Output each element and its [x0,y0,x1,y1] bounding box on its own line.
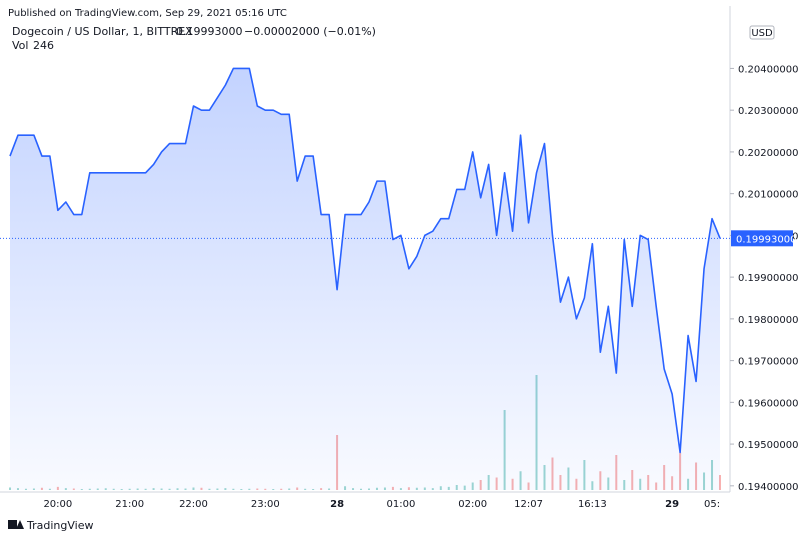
logo-mark [16,520,24,529]
x-tick-label: 22:00 [179,499,208,510]
currency: USD [751,28,773,39]
y-tick-label: 0.20300000 [738,106,798,117]
legend-change: −0.00002000 (−0.01%) [244,25,376,38]
logo-mark [8,520,17,529]
area-fill [10,68,720,491]
x-tick-label: 29 [665,499,679,510]
y-tick-label: 0.20200000 [738,148,798,159]
symbol-title: Dogecoin / US Dollar, 1, BITTREX [12,25,193,38]
y-tick-label: 0.19700000 [738,357,798,368]
y-tick-label: 0.19600000 [738,398,798,409]
x-tick-label: 02:00 [458,499,487,510]
brand: TradingView [26,519,93,532]
y-tick-label: 0.19400000 [738,482,798,493]
y-tick-label: 0.20100000 [738,190,798,201]
published: Published on TradingView.com, Sep 29, 20… [8,8,287,19]
y-tick-label: 0.19800000 [738,315,798,326]
y-tick-label: 0.20400000 [738,64,798,75]
x-tick-label: 01:00 [386,499,415,510]
x-tick-label: 23:00 [251,499,280,510]
last-price-label: 0.19993000 [736,234,796,245]
volume-label: Vol [12,39,28,52]
y-tick-label: 0.19500000 [738,440,798,451]
y-tick-label: 0.19900000 [738,273,798,284]
x-tick-label: 21:00 [115,499,144,510]
logo [8,520,24,529]
plot [9,67,721,491]
currency-box [749,25,775,40]
legend-price: 0.19993000 [176,25,242,38]
last-price-box [731,230,793,247]
x-tick-label: 20:00 [43,499,72,510]
volume-value: 246 [33,39,54,52]
x-tick-label: 12:07 [514,499,543,510]
x-tick-label: 05: [704,499,720,510]
x-tick-label: 16:13 [578,499,607,510]
price-line [9,67,721,454]
x-tick-label: 28 [330,499,344,510]
